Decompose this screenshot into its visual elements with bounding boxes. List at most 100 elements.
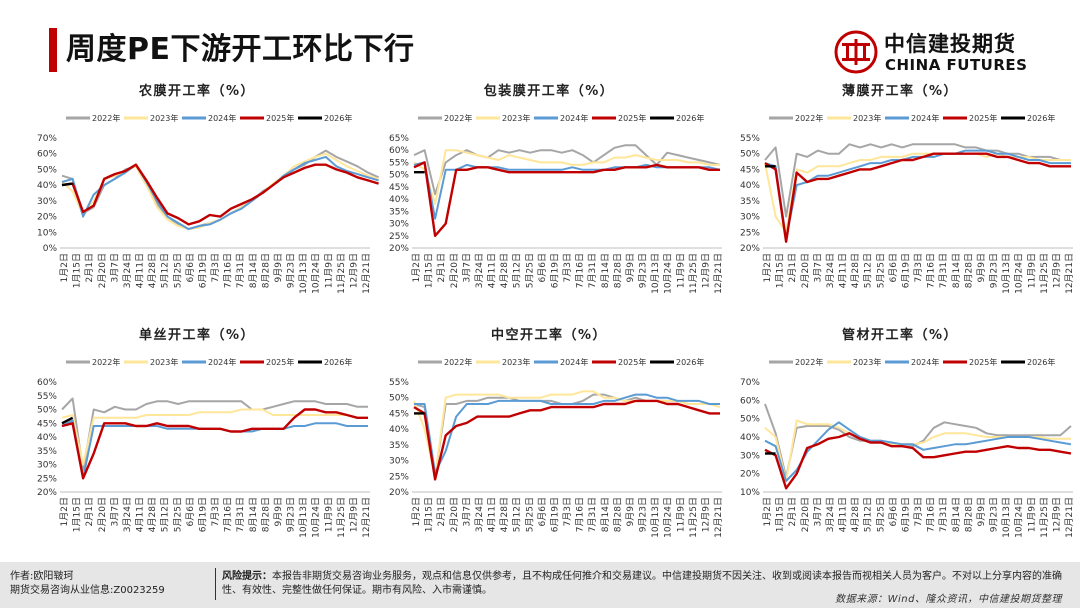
x-tick-label: 1月15日 — [72, 497, 83, 532]
chart-pipe: 管材开工率（%） 2022年 2023年 2024年 2025年 2026年 10% 20% 3… — [733, 322, 1080, 557]
y-tick-label: 45% — [389, 409, 409, 419]
legend-label: 2023年 — [150, 113, 178, 123]
y-tick-label: 55% — [389, 158, 409, 168]
x-tick-label: 8月14日 — [951, 253, 962, 288]
y-tick-label: 30% — [37, 461, 57, 471]
x-tick-label: 1月15日 — [775, 253, 786, 288]
x-tick-label: 11月25日 — [1039, 497, 1050, 538]
x-tick-label: 6月19日 — [549, 497, 560, 532]
x-tick-label: 5月12日 — [863, 497, 874, 532]
page-title: 周度PE下游开工环比下行 — [66, 32, 415, 67]
series-line-2023 — [764, 152, 1071, 234]
x-tick-label: 12月21日 — [713, 253, 724, 294]
legend-label: 2022年 — [795, 357, 823, 367]
y-tick-label: 25% — [389, 472, 409, 482]
x-tick-label: 6月19日 — [197, 253, 208, 288]
x-tick-label: 3月24日 — [474, 497, 485, 532]
x-tick-label: 7月3日 — [913, 497, 924, 526]
chart-title: 中空开工率（%） — [491, 327, 607, 343]
y-tick-label: 40% — [37, 433, 57, 443]
x-tick-label: 9月9日 — [976, 497, 987, 526]
legend-label: 2024年 — [560, 357, 588, 367]
x-tick-label: 2月1日 — [436, 253, 447, 282]
x-tick-label: 4月28日 — [499, 497, 510, 532]
legend-label: 2024年 — [560, 113, 588, 123]
series-line-2025 — [413, 399, 720, 481]
x-tick-label: 7月16日 — [575, 253, 586, 288]
x-tick-label: 9月9日 — [625, 253, 636, 282]
y-tick-label: 40% — [389, 425, 409, 435]
x-tick-label: 11月9日 — [1026, 253, 1037, 288]
logo-english-name: CHINA FUTURES — [885, 56, 1028, 74]
x-tick-label: 4月28日 — [850, 497, 861, 532]
x-tick-label: 5月12日 — [863, 253, 874, 288]
x-tick-label: 8月28日 — [963, 253, 974, 288]
series-line-2022 — [61, 397, 368, 471]
x-tick-label: 12月9日 — [700, 497, 711, 532]
y-tick-label: 20% — [37, 488, 57, 498]
x-tick-label: 9月23日 — [286, 497, 297, 532]
y-tick-label: 60% — [37, 150, 57, 160]
y-tick-label: 70% — [740, 378, 760, 388]
x-tick-label: 12月21日 — [361, 497, 372, 538]
x-tick-label: 5月12日 — [512, 497, 523, 532]
x-tick-label: 12月21日 — [713, 497, 724, 538]
x-tick-label: 4月11日 — [135, 497, 146, 532]
x-tick-label: 7月3日 — [562, 253, 573, 282]
chart-title: 农膜开工率（%） — [138, 83, 255, 99]
y-tick-label: 20% — [37, 213, 57, 223]
x-tick-label: 4月11日 — [487, 253, 498, 288]
x-tick-label: 8月28日 — [612, 497, 623, 532]
series-line-2023 — [764, 419, 1071, 482]
x-tick-label: 1月15日 — [775, 497, 786, 532]
x-tick-label: 11月9日 — [675, 497, 686, 532]
x-tick-label: 11月9日 — [675, 253, 686, 288]
x-tick-label: 8月28日 — [260, 497, 271, 532]
y-tick-label: 55% — [740, 134, 760, 144]
chart-agri-film: 农膜开工率（%） 2022年 2023年 2024年 2025年 2026年 0% 10% 20… — [30, 78, 390, 313]
x-tick-label: 12月9日 — [348, 497, 359, 532]
legend-label: 2022年 — [444, 113, 472, 123]
y-tick-label: 55% — [389, 378, 409, 388]
x-tick-label: 4月11日 — [487, 497, 498, 532]
x-tick-label: 8月28日 — [963, 497, 974, 532]
footer-divider — [215, 568, 216, 600]
y-tick-label: 20% — [389, 488, 409, 498]
y-tick-label: 50% — [740, 415, 760, 425]
y-tick-label: 30% — [37, 197, 57, 207]
x-tick-label: 6月6日 — [537, 253, 548, 282]
x-tick-label: 11月25日 — [1039, 253, 1050, 294]
y-tick-label: 20% — [740, 244, 760, 254]
y-tick-label: 35% — [740, 197, 760, 207]
y-tick-label: 45% — [37, 419, 57, 429]
y-tick-label: 10% — [740, 488, 760, 498]
y-tick-label: 20% — [740, 470, 760, 480]
x-tick-label: 7月16日 — [223, 497, 234, 532]
x-tick-label: 7月16日 — [926, 253, 937, 288]
x-tick-label: 8月14日 — [951, 497, 962, 532]
x-tick-label: 12月9日 — [1051, 497, 1062, 532]
series-line-2024 — [764, 149, 1071, 240]
x-tick-label: 7月16日 — [575, 497, 586, 532]
x-tick-label: 1月2日 — [762, 253, 773, 282]
x-tick-label: 10月24日 — [311, 253, 322, 294]
chart-svg: 包装膜开工率（%） 2022年 2023年 2024年 2025年 2026年 20% 25%… — [389, 83, 724, 294]
chart-hollow: 中空开工率（%） 2022年 2023年 2024年 2025年 2026年 20% 25% 3… — [382, 322, 742, 557]
chart-thin-film: 薄膜开工率（%） 2022年 2023年 2024年 2025年 2026年 20% 25% 3… — [733, 78, 1080, 313]
y-tick-label: 50% — [389, 394, 409, 404]
x-tick-label: 5月25日 — [524, 253, 535, 288]
y-tick-label: 40% — [740, 181, 760, 191]
footer-author-block: 作者:欧阳皲珂 期货交易咨询从业信息:Z0023259 — [10, 570, 165, 598]
legend-label: 2023年 — [853, 113, 881, 123]
legend-label: 2025年 — [618, 113, 646, 123]
x-tick-label: 6月19日 — [900, 253, 911, 288]
x-tick-label: 11月25日 — [336, 253, 347, 294]
legend-label: 2024年 — [208, 113, 236, 123]
x-tick-label: 7月31日 — [235, 497, 246, 532]
x-tick-label: 4月28日 — [850, 253, 861, 288]
x-tick-label: 8月14日 — [600, 253, 611, 288]
x-tick-label: 9月23日 — [989, 497, 1000, 532]
chart-svg: 管材开工率（%） 2022年 2023年 2024年 2025年 2026年 10% 20% 3… — [740, 327, 1075, 538]
y-tick-label: 30% — [740, 451, 760, 461]
x-tick-label: 7月16日 — [926, 497, 937, 532]
